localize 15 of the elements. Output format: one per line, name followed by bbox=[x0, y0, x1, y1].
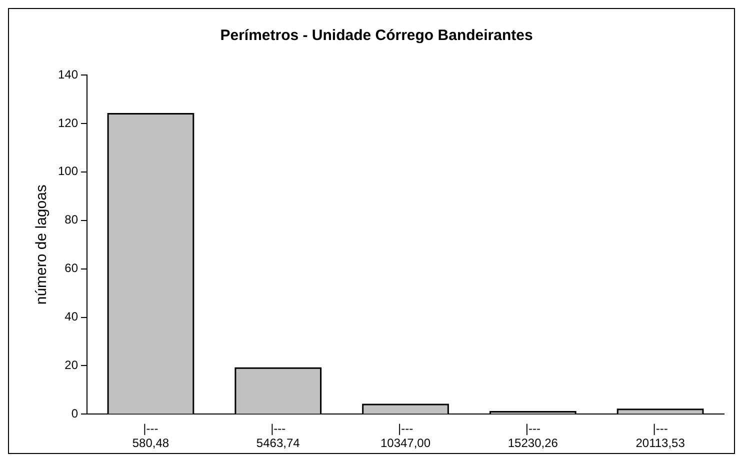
y-axis-title: número de lagoas bbox=[33, 184, 50, 305]
y-tick-label: 0 bbox=[71, 406, 78, 421]
y-tick-label: 60 bbox=[64, 261, 78, 276]
y-tick-label: 100 bbox=[58, 164, 78, 178]
y-tick-label: 140 bbox=[58, 67, 78, 82]
x-tick-label: |--- 10347,00 bbox=[380, 422, 431, 450]
x-tick-label: |--- 5463,74 bbox=[256, 422, 300, 450]
y-tick-label: 120 bbox=[58, 116, 78, 130]
y-tick-label: 20 bbox=[64, 358, 78, 372]
x-tick-label: |--- 20113,53 bbox=[636, 422, 686, 450]
x-tick-label: |--- 580,48 bbox=[132, 422, 170, 450]
x-tick-label: |--- 15230,26 bbox=[508, 422, 558, 450]
chart-title: Perímetros - Unidade Córrego Bandeirantes bbox=[220, 27, 533, 44]
y-tick-label: 80 bbox=[64, 212, 78, 227]
y-tick-label: 40 bbox=[64, 310, 78, 324]
